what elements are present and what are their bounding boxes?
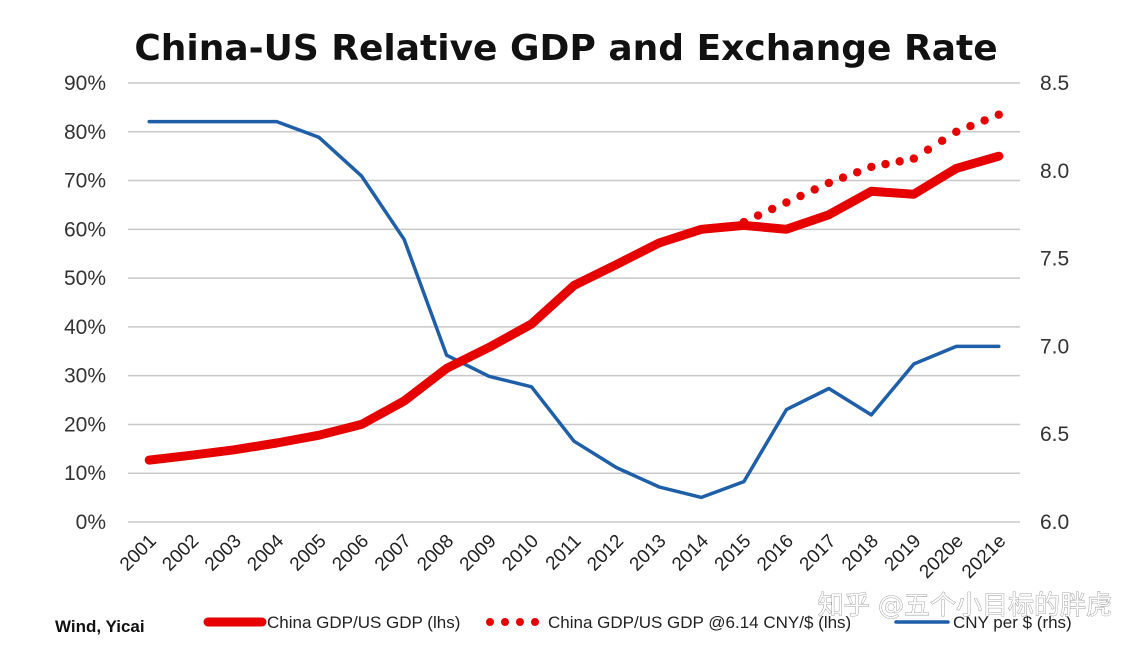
x-axis-tick-label: 2005	[286, 531, 331, 576]
legend-label: China GDP/US GDP (lhs)	[267, 613, 460, 632]
left-axis-tick-label: 90%	[64, 72, 106, 95]
x-axis-tick-label: 2020e	[916, 531, 968, 583]
dotted-series-dot	[923, 145, 933, 154]
right-axis-tick-label: 6.5	[1040, 423, 1069, 446]
x-axis-tick-label: 2017	[796, 531, 841, 576]
watermark: 知乎 @五个小目标的胖虎	[818, 591, 1112, 621]
legend-label: China GDP/US GDP @6.14 CNY/$ (lhs)	[548, 613, 851, 632]
right-axis-tick-label: 7.0	[1040, 335, 1069, 358]
right-axis-tick-label: 6.0	[1040, 511, 1069, 534]
x-axis-tick-label: 2009	[456, 531, 501, 576]
x-axis-tick-label: 2016	[753, 531, 798, 576]
left-axis-ticks: 0% 10% 20% 30% 40% 50% 60% 70% 80% 90%	[64, 72, 106, 534]
dotted-series-dot	[753, 211, 763, 220]
right-axis-ticks: 6.0 6.5 7.0 7.5 8.0 8.5	[1040, 72, 1069, 534]
dotted-series-dot	[881, 159, 890, 169]
x-axis-tick-label: 2012	[583, 531, 628, 576]
dotted-series-point	[909, 154, 919, 163]
x-axis-tick-label: 2015	[711, 531, 756, 576]
chart-title: China-US Relative GDP and Exchange Rate	[134, 28, 997, 69]
legend: China GDP/US GDP (lhs) China GDP/US GDP @…	[203, 613, 1072, 632]
x-axis-tick-label: 2013	[626, 531, 671, 576]
x-axis-tick-label: 2021e	[958, 531, 1010, 583]
left-axis-tick-label: 20%	[64, 413, 106, 436]
dotted-series-dot	[937, 136, 947, 145]
series-group	[144, 110, 1004, 500]
x-axis-tick-label: 2018	[838, 531, 883, 576]
dotted-series-dot	[980, 116, 989, 125]
source-note: Wind, Yicai	[55, 617, 145, 636]
x-axis-tick-label: 2007	[371, 531, 416, 576]
x-axis-tick-label: 2006	[328, 531, 373, 576]
left-axis-tick-label: 80%	[64, 121, 106, 144]
x-axis-tick-label: 2004	[243, 530, 288, 575]
x-axis-tick-label: 2011	[542, 531, 586, 575]
dotted-series-dot	[768, 204, 777, 214]
gridlines	[128, 82, 1020, 523]
dotted-series-point	[824, 178, 834, 188]
dotted-series-point	[994, 110, 1003, 119]
left-axis-tick-label: 10%	[64, 462, 106, 485]
right-axis-tick-label: 8.0	[1040, 160, 1069, 183]
dotted-series-dot	[838, 173, 848, 182]
legend-swatch-dot	[501, 618, 509, 626]
dotted-series-point	[867, 162, 876, 172]
left-axis-tick-label: 70%	[64, 170, 106, 193]
legend-label: CNY per $ (rhs)	[953, 613, 1072, 632]
x-axis-tick-label: 2010	[498, 531, 543, 576]
x-axis-tick-label: 2003	[201, 531, 246, 576]
dotted-series-point	[952, 127, 961, 136]
dotted-series-dot	[852, 168, 862, 177]
dotted-series-point	[782, 198, 791, 207]
x-axis-tick-label: 2002	[159, 531, 204, 576]
right-axis-tick-label: 8.5	[1040, 72, 1069, 95]
dotted-series-dot	[810, 185, 819, 194]
x-axis-tick-label: 2001	[116, 531, 161, 576]
right-axis-tick-label: 7.5	[1040, 248, 1069, 271]
left-axis-tick-label: 60%	[64, 218, 106, 241]
left-axis-tick-label: 0%	[76, 511, 106, 534]
left-axis-tick-label: 30%	[64, 365, 106, 388]
gdp-ratio-line	[144, 151, 1004, 465]
legend-swatch-dot	[531, 618, 539, 626]
left-axis-tick-label: 50%	[64, 267, 106, 290]
x-axis-ticks: 2001200220032004200520062007200820092010…	[116, 530, 1010, 583]
legend-swatch-dot	[516, 618, 524, 626]
exchange-rate-line	[147, 119, 1001, 500]
dotted-series-dot	[796, 191, 805, 201]
left-axis-tick-label: 40%	[64, 316, 106, 339]
x-axis-tick-label: 2008	[413, 531, 458, 576]
legend-swatch-dot	[486, 618, 494, 626]
dotted-series-dot	[966, 121, 975, 131]
x-axis-tick-label: 2014	[668, 530, 713, 575]
dotted-series-dot	[895, 157, 904, 166]
